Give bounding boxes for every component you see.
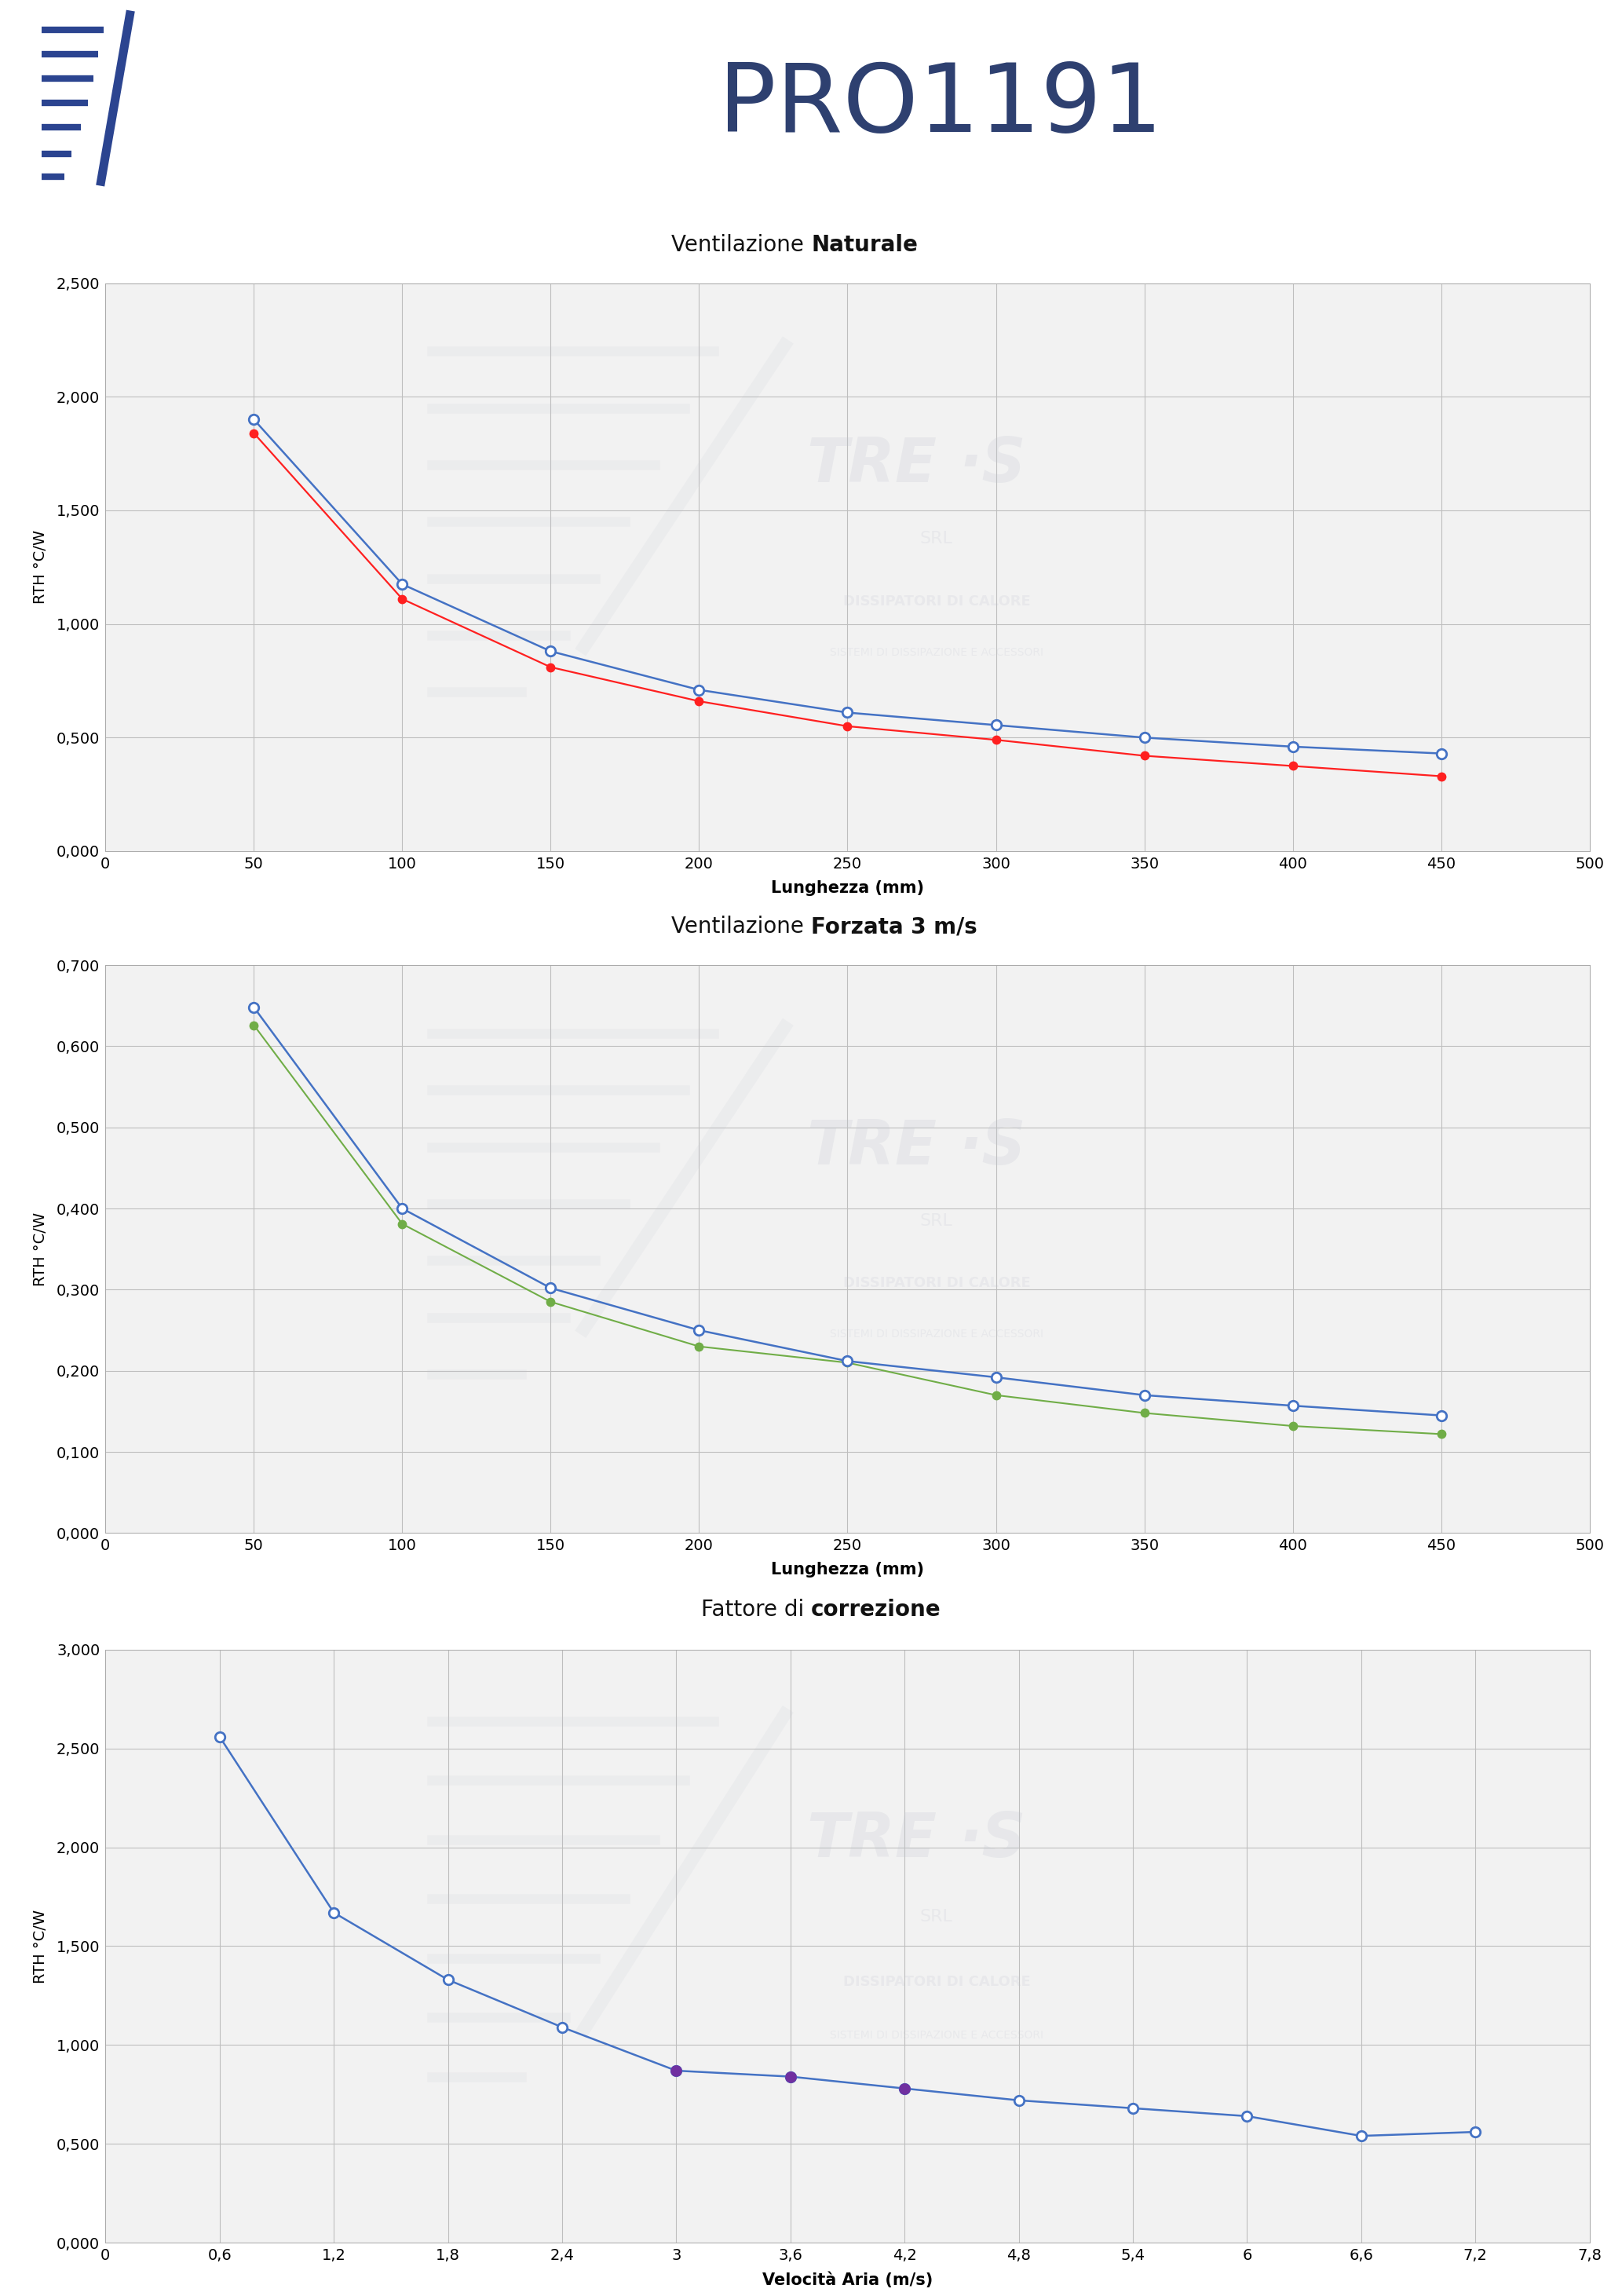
- Text: PRO1191: PRO1191: [719, 60, 1163, 152]
